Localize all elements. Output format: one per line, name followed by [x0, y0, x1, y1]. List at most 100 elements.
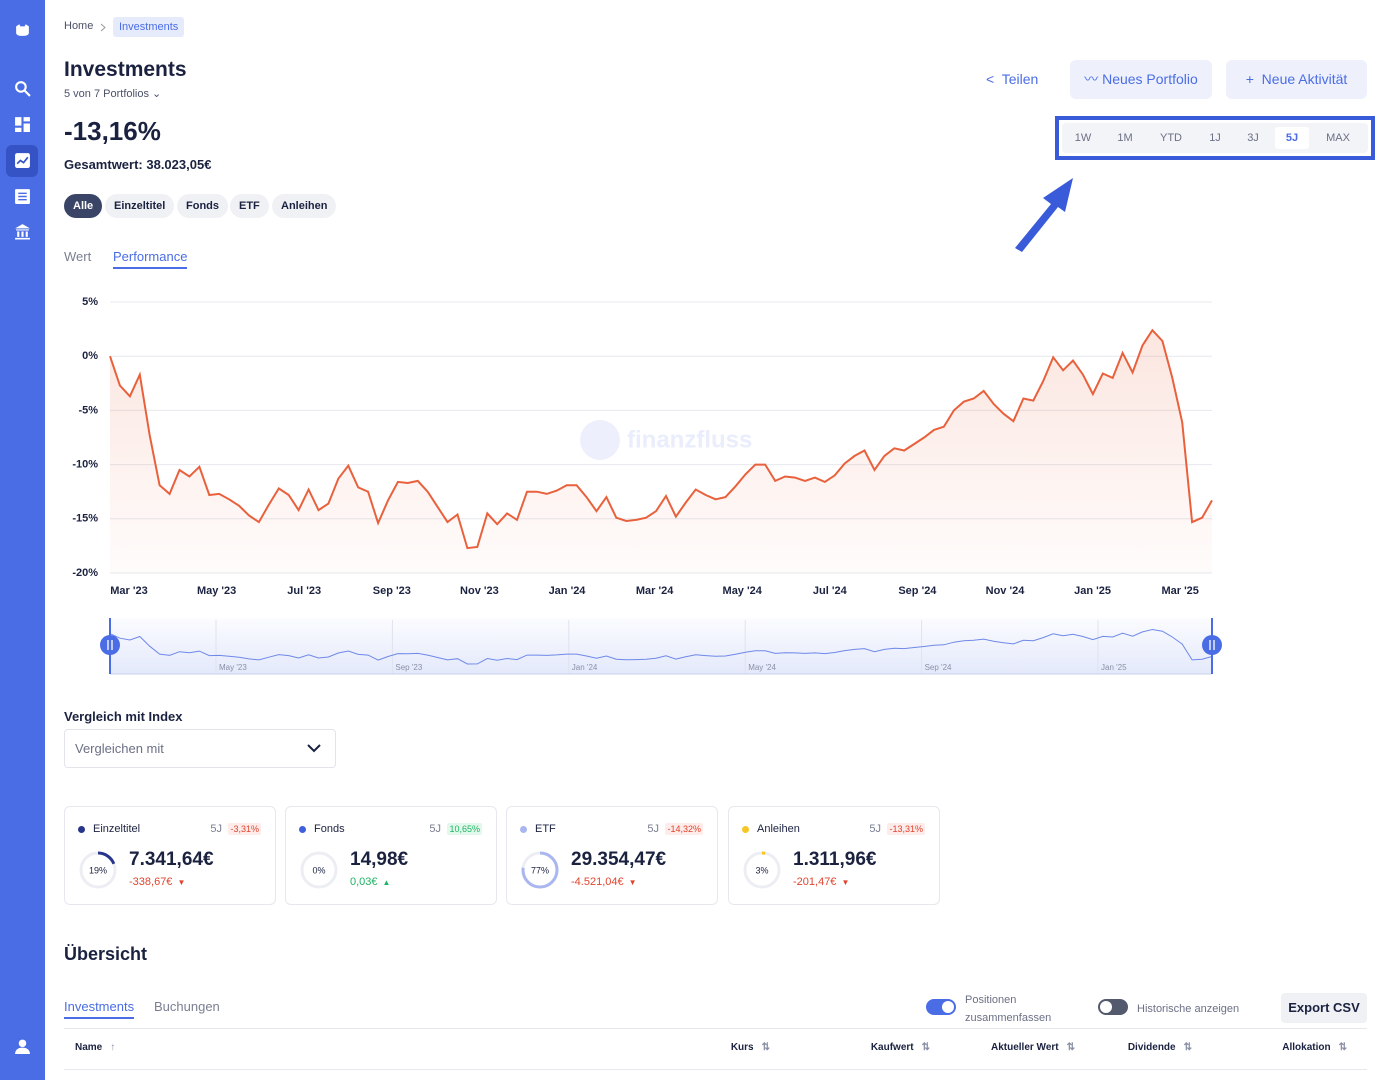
filter-chip[interactable]: Einzeltitel	[105, 194, 175, 218]
donut-track	[300, 851, 338, 889]
breadcrumb-home[interactable]: Home	[64, 20, 94, 32]
card-value: 29.354,47€	[571, 849, 667, 870]
overview-tab[interactable]: Investments	[64, 999, 135, 1019]
new-activity-button[interactable]: + Neue Aktivität	[1226, 60, 1367, 99]
x-tick-label: May '24	[723, 585, 763, 597]
x-tick-label: Sep '24	[898, 585, 937, 597]
table-header-border	[64, 1069, 1367, 1070]
category-card[interactable]: Anleihen -13,31% 5J 3% 1.311,96€ -201,47€ ▼	[728, 806, 940, 905]
x-tick-label: Nov '24	[986, 585, 1026, 597]
new-portfolio-button[interactable]: 〰 Neues Portfolio	[1070, 60, 1212, 99]
sort-icon: ⇅	[1066, 1042, 1075, 1053]
column-header[interactable]: Allokation ⇅	[1282, 1042, 1347, 1053]
allocation-donut: 0%	[300, 851, 338, 889]
column-header[interactable]: Kaufwert ⇅	[871, 1042, 930, 1053]
card-name: ETF	[535, 823, 556, 835]
toggle[interactable]	[926, 999, 956, 1015]
trend-icon: ▼	[841, 878, 850, 887]
overview-tab[interactable]: Buchungen	[154, 999, 220, 1014]
category-card[interactable]: Einzeltitel -3,31% 5J 19% 7.341,64€ -338,67€ ▼	[64, 806, 276, 905]
sort-icon: ⇅	[921, 1042, 930, 1053]
column-header[interactable]: Name ↑	[75, 1042, 115, 1053]
sort-icon: ↑	[110, 1042, 116, 1053]
navigator-line	[109, 628, 1213, 665]
handle-grip	[107, 640, 113, 650]
navigator-label: Jan '24	[572, 663, 598, 672]
navigator-handle[interactable]	[1202, 635, 1222, 655]
x-tick-label: Mar '23	[110, 585, 147, 597]
category-card[interactable]: ETF -14,32% 5J 77% 29.354,47€ -4.521,04€ ▼	[506, 806, 718, 905]
category-card[interactable]: Fonds 10,65% 5J 0% 14,98€ 0,03€ ▲	[285, 806, 497, 905]
column-label: Name	[75, 1042, 103, 1053]
donut-label: 77%	[531, 865, 549, 875]
toggle-knob	[942, 1001, 954, 1013]
search-icon[interactable]	[14, 80, 31, 97]
y-tick-label: -15%	[72, 513, 98, 525]
chart-icon[interactable]	[14, 152, 31, 169]
allocation-donut: 77%	[521, 851, 559, 889]
list-icon[interactable]	[14, 188, 31, 205]
x-tick-label: Sep '23	[373, 585, 411, 597]
donut-arc	[521, 851, 559, 889]
x-tick-label: Nov '23	[460, 585, 499, 597]
x-tick-label: Mar '25	[1161, 585, 1198, 597]
card-change: -201,47€ ▼	[793, 876, 849, 888]
toggle[interactable]	[1098, 999, 1128, 1015]
share-button[interactable]: < Teilen	[986, 71, 1039, 87]
breadcrumb-current: Investments	[113, 17, 185, 37]
allocation-donut: 3%	[743, 851, 781, 889]
navigator-label: Jan '25	[1101, 663, 1127, 672]
range-option[interactable]: 1W	[1074, 132, 1092, 144]
overview-title: Übersicht	[64, 944, 148, 964]
view-tab[interactable]: Performance	[113, 249, 188, 269]
compare-dropdown[interactable]: Vergleichen mit	[64, 729, 336, 768]
card-change-pct: -14,32%	[665, 823, 703, 835]
x-tick-label: Mar '24	[636, 585, 674, 597]
range-option[interactable]: 1M	[1117, 132, 1133, 144]
card-change-value: -4.521,04€	[571, 876, 624, 888]
filter-chip[interactable]: Fonds	[177, 194, 228, 218]
range-option[interactable]: 1J	[1209, 132, 1221, 144]
dashboard-icon[interactable]	[14, 116, 31, 133]
sort-icon: ⇅	[1338, 1042, 1347, 1053]
table-top-border	[64, 1028, 1367, 1029]
navigator-label: May '23	[219, 663, 247, 672]
y-tick-label: -10%	[72, 459, 98, 471]
column-label: Allokation	[1282, 1042, 1331, 1053]
card-change-pct: 10,65%	[447, 823, 482, 835]
chart: 5% 0% -5% -10% -15% -20% finanzfluss May '23 Sep…	[72, 296, 1222, 675]
filter-chip[interactable]: ETF	[230, 194, 269, 218]
x-tick-label: Jan '24	[549, 585, 587, 597]
x-tick-label: Jan '25	[1074, 585, 1111, 597]
column-header[interactable]: Dividende ⇅	[1128, 1042, 1192, 1053]
trend-icon: ▼	[177, 878, 186, 887]
view-tab[interactable]: Wert	[64, 249, 92, 264]
range-option[interactable]: MAX	[1326, 132, 1350, 144]
card-period: 5J	[210, 823, 222, 835]
filter-chip[interactable]: Anleihen	[272, 194, 337, 218]
column-label: Dividende	[1127, 1042, 1176, 1053]
export-button[interactable]: Export CSV	[1281, 993, 1367, 1023]
area	[110, 330, 1212, 573]
page-title: Investments	[64, 58, 187, 81]
filter-chip[interactable]: Alle	[64, 194, 103, 218]
range-option[interactable]: YTD	[1160, 132, 1182, 144]
card-value: 7.341,64€	[129, 849, 214, 870]
column-header[interactable]: Aktueller Wert ⇅	[991, 1042, 1075, 1053]
toggle-label: Historische anzeigen	[1137, 1003, 1240, 1015]
bank-icon[interactable]	[14, 223, 31, 240]
navigator-handle[interactable]	[100, 635, 120, 655]
card-period: 5J	[429, 823, 441, 835]
donut-label: 0%	[312, 865, 325, 875]
range-option[interactable]: 5J	[1275, 127, 1309, 149]
portfolio-select[interactable]: 5 von 7 Portfolios ⌄	[64, 88, 162, 100]
card-change-value: -201,47€	[793, 876, 837, 888]
range-option[interactable]: 3J	[1247, 132, 1259, 144]
column-header[interactable]: Kurs ⇅	[731, 1042, 770, 1053]
card-change: 0,03€ ▲	[350, 876, 390, 888]
user-icon[interactable]	[14, 1038, 31, 1055]
column-label: Aktueller Wert	[990, 1042, 1059, 1053]
sort-icon: ⇅	[761, 1042, 770, 1053]
navigator-label: Sep '23	[395, 663, 422, 672]
card-change-pct: -3,31%	[228, 823, 261, 835]
